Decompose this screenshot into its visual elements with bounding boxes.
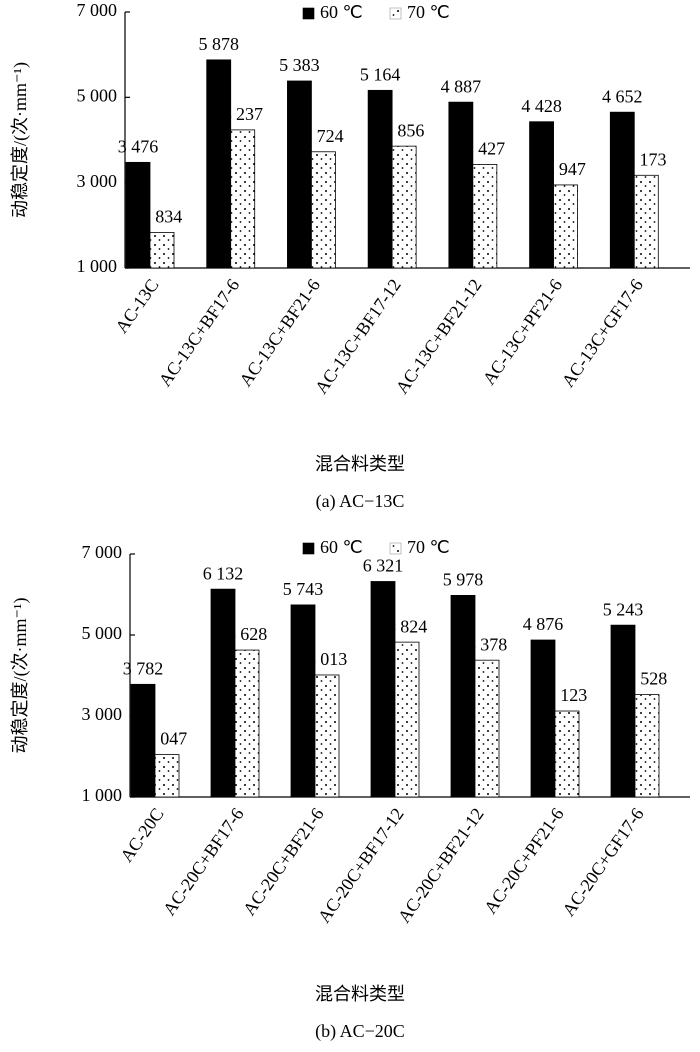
value-label: 3 782: [123, 658, 164, 678]
bar: [553, 184, 578, 269]
y-tick-label: 1 000: [82, 785, 123, 805]
x-tick-label: AC-20C+BF17-12: [314, 804, 408, 926]
value-label: 6 132: [203, 563, 244, 583]
y-tick-label: 5 000: [82, 623, 123, 643]
bar: [370, 581, 396, 798]
bar: [609, 111, 635, 269]
bar: [234, 649, 260, 798]
legend-swatch: [389, 7, 402, 20]
value-label: 3 173: [626, 149, 667, 169]
bar: [154, 754, 180, 798]
value-label: 4 378: [467, 634, 508, 654]
bar: [634, 694, 660, 798]
y-tick-label: 7 000: [77, 0, 118, 20]
value-label: 3 856: [384, 120, 425, 140]
value-label: 5 243: [603, 599, 644, 619]
y-tick-label: 1 000: [77, 256, 118, 276]
x-tick-label: AC-20C+GF17-6: [558, 804, 647, 920]
bar: [472, 164, 498, 269]
value-label: 3 123: [547, 685, 588, 705]
caption: (a) AC−13C: [316, 491, 405, 512]
bar: [554, 710, 580, 798]
value-label: 4 428: [521, 96, 562, 116]
bar: [448, 101, 474, 269]
bar: [314, 674, 340, 798]
y-tick-label: 5 000: [77, 85, 118, 105]
x-tick-label: AC-13C: [111, 275, 162, 336]
value-label: 4 237: [222, 104, 263, 124]
legend-label: 70 ℃: [407, 2, 450, 22]
x-tick-label: AC-20C+BF21-12: [394, 804, 488, 926]
value-label: 5 743: [283, 579, 324, 599]
legend-swatch: [302, 7, 315, 20]
value-label: 5 978: [443, 570, 484, 590]
bar: [290, 604, 316, 798]
x-axis-label: 混合料类型: [315, 984, 405, 1004]
value-label: 2 947: [545, 159, 586, 179]
bar: [529, 121, 554, 269]
bar: [530, 639, 556, 798]
y-tick-label: 3 000: [82, 704, 123, 724]
value-label: 3 476: [118, 136, 159, 156]
x-tick-label: AC-20C+BF21-6: [239, 804, 328, 919]
value-label: 3 724: [303, 126, 344, 146]
x-axis-label: 混合料类型: [315, 454, 405, 474]
x-tick-label: AC-13C+BF17-12: [311, 275, 405, 397]
x-tick-label: AC-20C: [116, 804, 167, 865]
bar: [610, 624, 636, 798]
value-label: 5 878: [198, 34, 239, 54]
x-tick-label: AC-13C+BF17-6: [155, 275, 244, 390]
caption: (b) AC−20C: [315, 1021, 405, 1042]
value-label: 4 887: [441, 76, 482, 96]
value-label: 4 628: [227, 624, 268, 644]
value-label: 5 383: [279, 55, 320, 75]
value-label: 2 047: [147, 729, 188, 749]
y-tick-label: 3 000: [77, 171, 118, 191]
legend-swatch: [389, 542, 402, 555]
y-axis-label: 动稳定度/(次·mm⁻¹): [10, 598, 31, 754]
y-tick-label: 7 000: [82, 542, 123, 562]
bar: [367, 89, 393, 269]
bar: [230, 129, 256, 269]
value-label: 4 652: [602, 86, 643, 106]
value-label: 3 427: [465, 139, 506, 159]
x-tick-label: AC-20C+BF17-6: [159, 804, 248, 919]
x-tick-label: AC-13C+PF21-6: [479, 275, 567, 388]
legend-label: 60 ℃: [320, 537, 363, 557]
value-label: 3 528: [627, 669, 668, 689]
bar: [149, 232, 175, 269]
bar: [210, 588, 236, 798]
legend-label: 60 ℃: [320, 2, 363, 22]
bar: [206, 59, 232, 269]
bar: [287, 80, 312, 269]
value-label: 6 321: [363, 556, 404, 576]
bar: [394, 641, 420, 798]
y-axis-label: 动稳定度/(次·mm⁻¹): [10, 62, 31, 218]
bar: [450, 594, 476, 798]
x-tick-label: AC-13C+BF21-12: [392, 275, 486, 397]
x-tick-label: AC-20C+PF21-6: [480, 804, 568, 917]
value-label: 4 013: [307, 649, 348, 669]
bar: [125, 161, 151, 269]
bar: [474, 659, 500, 798]
legend-swatch: [302, 542, 315, 555]
value-label: 5 164: [360, 64, 401, 84]
bar: [633, 174, 659, 269]
value-label: 4 824: [387, 616, 428, 636]
value-label: 1 834: [142, 207, 183, 227]
bar: [391, 145, 417, 269]
x-tick-label: AC-13C+GF17-6: [558, 275, 647, 391]
bar: [130, 683, 156, 798]
x-tick-label: AC-13C+BF21-6: [235, 275, 324, 390]
legend-label: 70 ℃: [407, 537, 450, 557]
bar: [311, 151, 336, 269]
value-label: 4 876: [523, 614, 564, 634]
